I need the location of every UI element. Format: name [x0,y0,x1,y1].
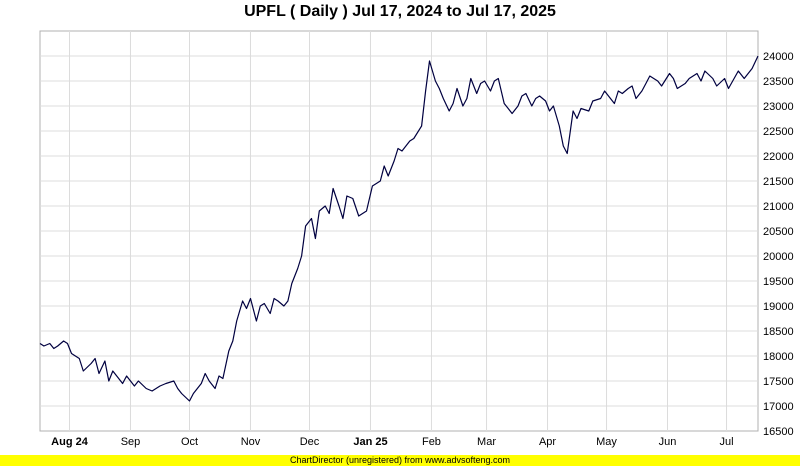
y-tick-label: 20500 [763,226,794,238]
y-tick-label: 17000 [763,401,794,413]
x-tick-label: Oct [181,436,198,448]
y-tick-label: 17500 [763,376,794,388]
y-tick-label: 24000 [763,51,794,63]
y-tick-label: 21000 [763,201,794,213]
chart-title: UPFL ( Daily ) Jul 17, 2024 to Jul 17, 2… [244,3,556,20]
y-tick-label: 18000 [763,351,794,363]
series-line [39,55,759,402]
y-tick-label: 22500 [763,126,794,138]
x-axis-tick-labels: Aug 24 Sep Oct Nov Dec Jan 25 Feb Mar Apr May Jun J… [51,436,733,448]
grid-lines [40,31,758,431]
y-tick-label: 22000 [763,151,794,163]
y-tick-label: 19000 [763,301,794,313]
y-axis-tick-labels: 16500 17000 17500 18000 18500 19000 19500 20000… [763,51,794,438]
x-tick-label: Dec [300,436,320,448]
x-tick-label: Apr [539,436,556,448]
x-tick-label: Nov [241,436,261,448]
footer-banner [0,455,800,466]
footer-credit: ChartDirector (unregistered) from www.ad… [289,455,511,465]
price-series [39,55,759,402]
y-tick-label: 23000 [763,101,794,113]
x-tick-label: Feb [422,436,441,448]
y-tick-label: 18500 [763,326,794,338]
x-tick-label: Mar [477,436,496,448]
x-tick-label: Jan 25 [353,436,387,448]
x-tick-label: Jun [659,436,677,448]
y-tick-label: 16500 [763,426,794,438]
x-tick-label: May [596,436,617,448]
x-tick-label: Sep [121,436,141,448]
y-tick-label: 21500 [763,176,794,188]
y-tick-label: 20000 [763,251,794,263]
y-tick-label: 19500 [763,276,794,288]
y-tick-label: 23500 [763,76,794,88]
x-tick-label: Aug 24 [51,436,89,448]
x-tick-label: Jul [719,436,733,448]
